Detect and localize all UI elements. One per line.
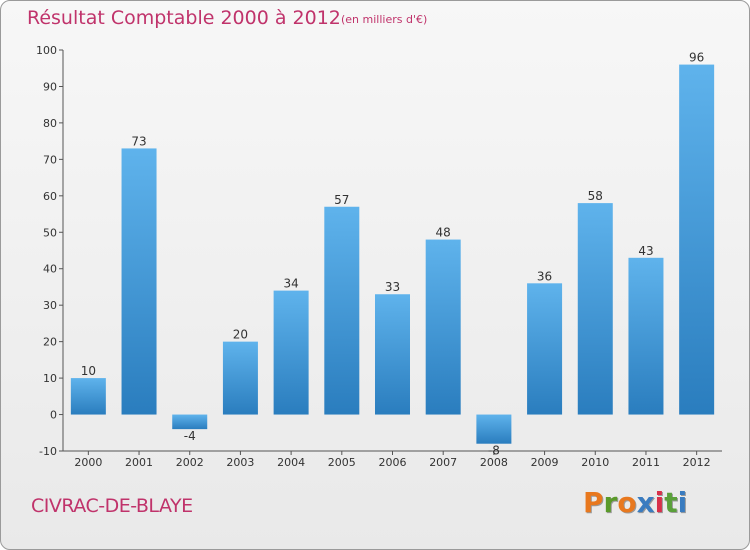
data-labels: 10 73 -4 20 34 57 33 48 -8 36 58 43 96: [81, 51, 705, 458]
x-tick-label: 2000: [74, 456, 102, 469]
y-tick-label: -10: [39, 445, 57, 458]
y-tick-label: 10: [43, 372, 57, 385]
x-tick-label: 2006: [379, 456, 407, 469]
x-tick-label: 2008: [480, 456, 508, 469]
y-tick-label: 30: [43, 299, 57, 312]
data-label: 48: [436, 226, 451, 240]
logo-letter: o: [617, 486, 637, 519]
proxiti-logo: Proxiti: [583, 486, 687, 519]
x-tick-label: 2001: [125, 456, 153, 469]
y-tick-label: 0: [50, 409, 57, 422]
bar: [425, 239, 461, 415]
y-tick-label: 20: [43, 336, 57, 349]
logo-letter: t: [664, 486, 678, 519]
logo-letter: P: [583, 486, 604, 519]
data-label: -8: [488, 444, 500, 458]
data-label: 20: [233, 328, 248, 342]
bars: [70, 64, 715, 444]
y-tick-label: 80: [43, 117, 57, 130]
bar: [222, 341, 258, 415]
bar: [375, 294, 410, 415]
logo-letter: x: [636, 486, 655, 519]
data-label: 96: [689, 51, 704, 65]
bar: [172, 414, 208, 430]
bar: [273, 290, 309, 415]
y-tick-label: 40: [43, 263, 57, 276]
x-tick-label: 2005: [328, 456, 356, 469]
data-label: 73: [131, 134, 146, 148]
data-label: 34: [283, 277, 298, 291]
x-tick-label: 2011: [632, 456, 660, 469]
data-label: 10: [81, 364, 96, 378]
bar: [577, 203, 613, 415]
bar: [324, 206, 360, 415]
data-label: 33: [385, 280, 400, 294]
x-tick-label: 2012: [683, 456, 711, 469]
bar: [527, 283, 563, 415]
axes: -10 0 10 20 30 40 50 60 70 80 90 100 2000 2001 2002 200…: [36, 44, 722, 469]
bar: [70, 378, 106, 415]
x-tick-label: 2003: [226, 456, 254, 469]
data-label: 43: [638, 244, 653, 258]
logo-letter: r: [603, 486, 618, 519]
data-label: -4: [184, 429, 196, 443]
y-tick-label: 50: [43, 226, 57, 239]
chart-subtitle: (en milliers d'€): [341, 13, 428, 26]
chart-title: Résultat Comptable 2000 à 2012: [27, 7, 341, 29]
data-label: 58: [588, 189, 603, 203]
y-tick-label: 90: [43, 80, 57, 93]
y-tick-label: 70: [43, 153, 57, 166]
bar: [476, 414, 512, 444]
logo-letter: i: [677, 486, 688, 519]
bar: [679, 64, 715, 415]
y-tick-label: 100: [36, 44, 57, 57]
x-tick-label: 2004: [277, 456, 305, 469]
x-tick-label: 2010: [581, 456, 609, 469]
logo-letter: i: [654, 486, 665, 519]
x-tick-label: 2007: [429, 456, 457, 469]
data-label: 36: [537, 269, 552, 283]
commune-name: CIVRAC-DE-BLAYE: [31, 495, 193, 517]
bar: [121, 148, 157, 415]
y-tick-label: 60: [43, 190, 57, 203]
data-label: 57: [334, 193, 349, 207]
bar: [628, 257, 664, 415]
x-tick-label: 2009: [531, 456, 559, 469]
x-tick-label: 2002: [176, 456, 204, 469]
